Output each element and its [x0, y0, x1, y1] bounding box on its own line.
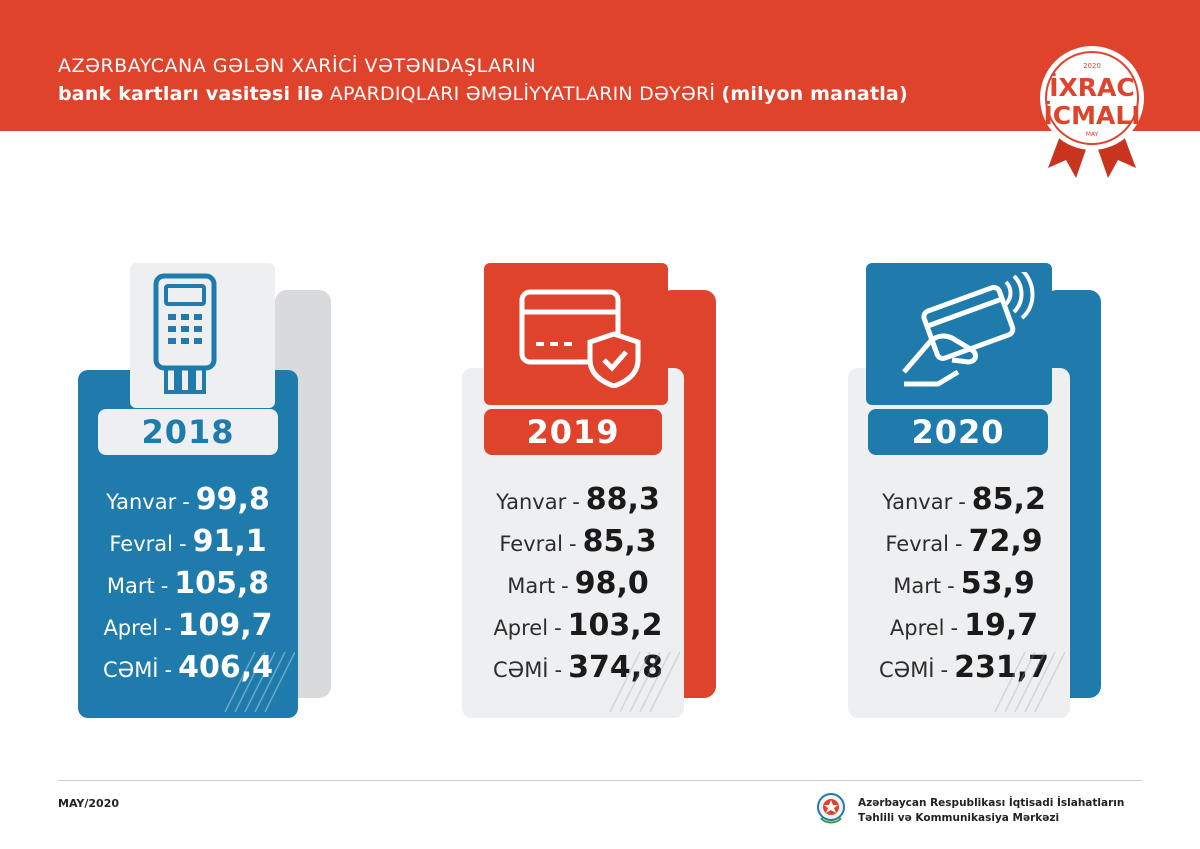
row-aprel: Aprel -19,7 — [814, 608, 1114, 650]
row-sep: - — [955, 532, 963, 556]
row-value: 103,2 — [567, 608, 663, 643]
row-sep: - — [947, 574, 955, 598]
hatch-decoration — [609, 652, 680, 712]
row-label: Mart — [507, 574, 556, 598]
row-sep: - — [940, 658, 949, 682]
contactless-payment-icon — [902, 272, 1035, 387]
row-sep: - — [164, 658, 173, 682]
state-emblem-icon — [817, 793, 845, 824]
row-sep: - — [554, 658, 563, 682]
badge-year: 2020 — [1083, 62, 1101, 70]
hatch-decoration — [224, 652, 295, 712]
row-sep: - — [164, 616, 172, 640]
year-label-2019: 2019 — [484, 409, 662, 455]
row-value: 88,3 — [585, 482, 660, 517]
pos-terminal-icon — [153, 273, 217, 394]
year-label-2020: 2020 — [868, 409, 1048, 455]
row-label: Aprel — [889, 616, 945, 640]
year-label-2018: 2018 — [98, 409, 278, 455]
row-label: CƏMİ — [103, 658, 159, 682]
row-value: 53,9 — [960, 566, 1035, 601]
row-value: 98,0 — [574, 566, 649, 601]
row-label: Yanvar — [496, 490, 567, 514]
row-label: Fevral — [499, 532, 563, 556]
org-line2: Təhlili və Kommunikasiya Mərkəzi — [858, 812, 1060, 824]
hatch-decoration — [994, 652, 1065, 712]
row-sep: - — [950, 616, 959, 640]
row-aprel: Aprel -109,7 — [38, 608, 338, 650]
row-cemi: CƏMİ -406,4 — [38, 650, 338, 692]
row-mart: Mart -98,0 — [428, 566, 728, 608]
title-bold-part: bank kartları vasitəsi ilə — [58, 83, 324, 105]
row-value: 85,3 — [582, 524, 657, 559]
badge-line2: İCMALI — [1043, 100, 1140, 130]
header-banner — [0, 0, 1200, 131]
row-value: 231,7 — [954, 650, 1049, 685]
title-unit-part: (milyon manatla) — [721, 83, 908, 105]
row-mart: Mart -105,8 — [38, 566, 338, 608]
row-value: 85,2 — [971, 482, 1046, 517]
row-fevral: Fevral -72,9 — [814, 524, 1114, 566]
row-sep: - — [572, 490, 580, 514]
row-label: Aprel — [493, 616, 549, 640]
card-rows: Yanvar -85,2 Fevral -72,9 Mart -53,9 Aprel -… — [814, 482, 1114, 692]
footer-organization: Azərbaycan Respublikası İqtisadi İslahat… — [858, 796, 1124, 826]
row-label: CƏMİ — [493, 658, 549, 682]
card-rows: Yanvar -88,3 Fevral -85,3 Mart -98,0 Aprel -… — [428, 482, 728, 692]
row-value: 406,4 — [178, 650, 273, 685]
row-label: Mart — [893, 574, 942, 598]
badge-month: MAY — [1086, 131, 1099, 138]
row-value: 109,7 — [177, 608, 273, 643]
row-cemi: CƏMİ -231,7 — [814, 650, 1114, 692]
row-fevral: Fevral -91,1 — [38, 524, 338, 566]
row-value: 99,8 — [195, 482, 270, 517]
footer-divider — [58, 780, 1142, 781]
row-cemi: CƏMİ -374,8 — [428, 650, 728, 692]
page-title-line1: AZƏRBAYCANA GƏLƏN XARİCİ VƏTƏNDAŞLARIN — [58, 55, 537, 77]
row-sep: - — [160, 574, 169, 598]
row-mart: Mart -53,9 — [814, 566, 1114, 608]
row-label: Fevral — [109, 532, 173, 556]
row-sep: - — [958, 490, 966, 514]
row-label: Yanvar — [882, 490, 953, 514]
footer-date: MAY/2020 — [58, 797, 120, 810]
row-aprel: Aprel -103,2 — [428, 608, 728, 650]
secure-card-icon — [519, 289, 641, 388]
row-value: 19,7 — [964, 608, 1039, 643]
row-yanvar: Yanvar -88,3 — [428, 482, 728, 524]
row-label: Yanvar — [106, 490, 177, 514]
card-icon-box — [484, 263, 668, 405]
ixrac-icmali-badge: 2020 İXRAC İCMALI MAY — [1040, 46, 1144, 178]
title-regular-part: APARDIQLARI ƏMƏLİYYATLARIN DƏYƏRİ — [329, 83, 716, 105]
row-sep: - — [179, 532, 187, 556]
row-label: CƏMİ — [879, 658, 935, 682]
row-value: 374,8 — [568, 650, 663, 685]
row-fevral: Fevral -85,3 — [428, 524, 728, 566]
row-sep: - — [569, 532, 577, 556]
org-line1: Azərbaycan Respublikası İqtisadi İslahat… — [858, 797, 1125, 809]
row-sep: - — [554, 616, 562, 640]
row-label: Aprel — [103, 616, 159, 640]
row-yanvar: Yanvar -85,2 — [814, 482, 1114, 524]
row-sep: - — [561, 574, 569, 598]
badge-line1: İXRAC — [1049, 72, 1135, 102]
row-label: Fevral — [885, 532, 949, 556]
page-title-line2: bank kartları vasitəsi ilə APARDIQLARI Ə… — [58, 83, 908, 105]
row-sep: - — [182, 490, 190, 514]
row-yanvar: Yanvar -99,8 — [38, 482, 338, 524]
row-value: 105,8 — [174, 566, 270, 601]
row-value: 72,9 — [968, 524, 1043, 559]
row-label: Mart — [106, 574, 155, 598]
card-rows: Yanvar -99,8 Fevral -91,1 Mart -105,8 Aprel… — [38, 482, 338, 692]
row-value: 91,1 — [192, 524, 267, 559]
